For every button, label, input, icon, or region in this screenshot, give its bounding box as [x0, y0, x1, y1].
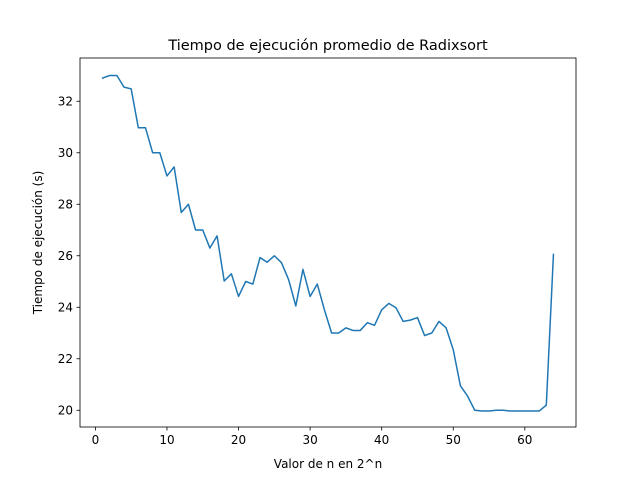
x-tick-label: 30 [302, 433, 317, 447]
series-line [101, 74, 555, 412]
x-axis-label: Valor de n en 2^n [274, 457, 382, 471]
plot-frame [79, 57, 577, 428]
y-axis-label: Tiempo de ejecución (s) [31, 171, 45, 316]
x-tick-label: 50 [446, 433, 461, 447]
chart-title: Tiempo de ejecución promedio de Radixsor… [167, 38, 488, 54]
x-tick-label: 10 [159, 433, 174, 447]
y-tick-label: 26 [58, 249, 73, 263]
x-tick-label: 20 [231, 433, 246, 447]
axis-ticks: 0 10 20 30 40 50 60 20 22 24 26 28 30 32 [58, 95, 533, 447]
y-tick-label: 24 [58, 301, 73, 315]
plot-area [80, 58, 576, 427]
x-tick-label: 0 [92, 433, 100, 447]
x-tick-label: 60 [517, 433, 532, 447]
x-tick-label: 40 [374, 433, 389, 447]
y-tick-label: 20 [58, 404, 73, 418]
y-tick-label: 28 [58, 198, 73, 212]
y-tick-label: 22 [58, 352, 73, 366]
y-tick-label: 32 [58, 95, 73, 109]
y-tick-label: 30 [58, 146, 73, 160]
